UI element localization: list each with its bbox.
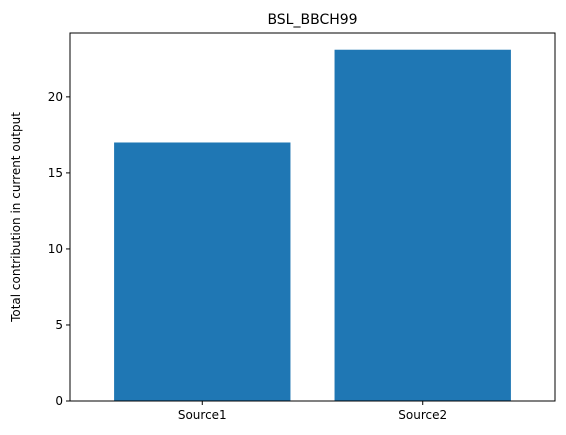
y-tick-label: 5 (55, 318, 63, 332)
x-tick-label: Source2 (398, 408, 447, 422)
bar-source2 (334, 49, 511, 402)
y-tick-label: 10 (48, 242, 63, 256)
bar-source1 (114, 142, 291, 401)
y-axis-ticks: 0 5 10 15 20 (48, 90, 70, 408)
chart-title: BSL_BBCH99 (267, 12, 357, 28)
y-tick-label: 20 (48, 90, 63, 104)
x-tick-label: Source1 (178, 408, 227, 422)
y-tick-label: 15 (48, 166, 63, 180)
y-tick-label: 0 (55, 394, 63, 408)
x-axis-ticks: Source1 Source2 (178, 401, 447, 422)
plot-frame (69, 32, 556, 402)
bars-group (114, 49, 511, 402)
y-axis-label: Total contribution in current output (9, 112, 23, 323)
